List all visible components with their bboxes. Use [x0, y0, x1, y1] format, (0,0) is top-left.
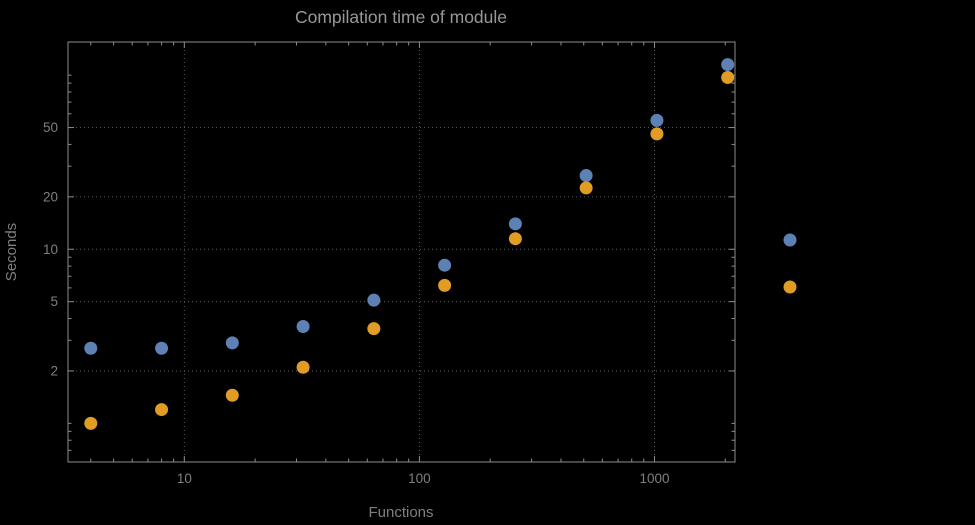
data-point-blue: [579, 169, 593, 183]
data-point-orange: [155, 403, 169, 417]
data-point-blue: [367, 293, 381, 307]
data-points: [84, 58, 735, 430]
plot-frame: [67, 41, 736, 463]
data-point-blue: [155, 341, 169, 355]
legend-marker-blue: [783, 233, 797, 247]
data-point-blue: [721, 58, 735, 72]
chart-title: Compilation time of module: [295, 7, 507, 27]
data-point-orange: [721, 70, 735, 84]
data-point-orange: [579, 181, 593, 195]
data-point-orange: [508, 232, 522, 246]
legend-marker-orange: [783, 280, 797, 294]
data-point-orange: [650, 127, 664, 141]
x-tick-label: 10: [177, 471, 192, 486]
y-tick-label: 20: [43, 189, 58, 204]
data-point-blue: [296, 320, 310, 334]
data-point-blue: [225, 336, 239, 350]
data-point-orange: [84, 416, 98, 430]
x-tick-label: 1000: [639, 471, 669, 486]
axis-ticks: [68, 42, 735, 463]
data-point-blue: [438, 258, 452, 272]
legend: [783, 233, 797, 294]
x-axis-label: Functions: [368, 504, 433, 521]
y-tick-label: 5: [50, 294, 58, 309]
y-axis-label: Seconds: [3, 223, 20, 281]
data-point-orange: [225, 388, 239, 402]
data-point-blue: [650, 113, 664, 127]
data-point-orange: [367, 322, 381, 336]
y-tick-label: 10: [43, 242, 58, 257]
y-tick-label: 2: [50, 363, 58, 378]
data-point-orange: [296, 360, 310, 374]
x-tick-label: 100: [408, 471, 431, 486]
data-point-blue: [508, 217, 522, 231]
data-point-blue: [84, 341, 98, 355]
tick-labels: 10 100 1000 2 5 10 20 50: [43, 120, 670, 486]
gridlines: [68, 42, 735, 462]
y-tick-label: 50: [43, 120, 58, 135]
data-point-orange: [438, 278, 452, 292]
